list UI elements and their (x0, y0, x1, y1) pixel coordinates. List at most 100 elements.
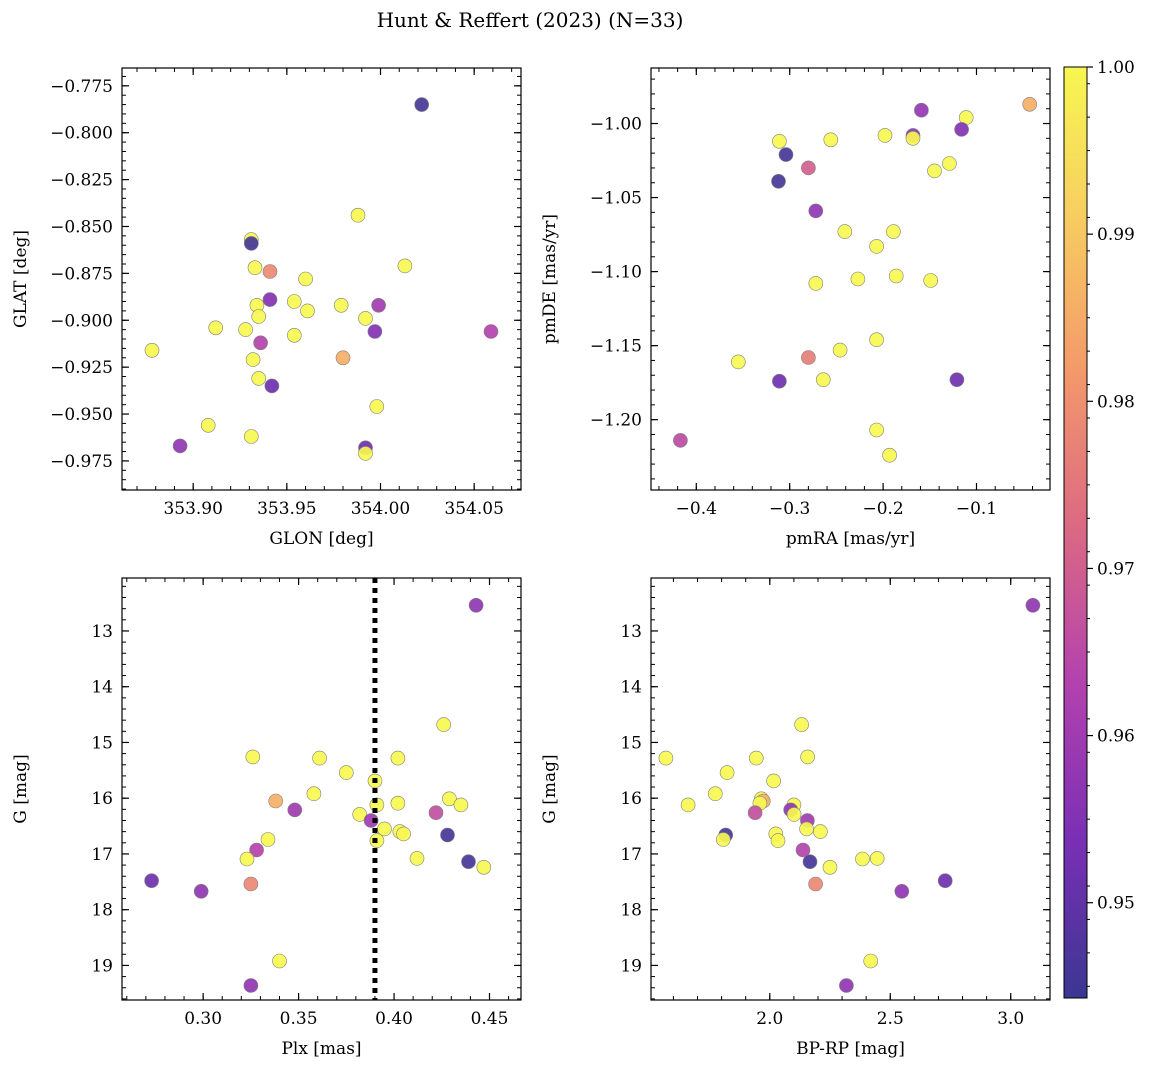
data-point (272, 953, 287, 969)
plot-frame (121, 577, 522, 1001)
x-tick-label: 0.45 (471, 1009, 509, 1029)
x-axis-label: pmRA [mas/yr] (786, 529, 915, 549)
data-point (397, 258, 413, 274)
data-point (262, 264, 278, 279)
data-point (436, 717, 452, 732)
data-point (264, 378, 280, 394)
data-point (363, 813, 379, 828)
data-point (886, 224, 901, 239)
data-point (358, 311, 373, 326)
x-axis-label: Plx [mas] (281, 1039, 361, 1059)
data-point (800, 749, 815, 765)
data-point (396, 826, 411, 842)
colorbar-tick-label: 0.98 (1097, 392, 1135, 412)
data-point (801, 350, 816, 365)
data-point (352, 807, 368, 822)
data-point (795, 842, 811, 858)
data-point (877, 128, 893, 143)
data-point (335, 350, 351, 366)
x-axis-label: BP-RP [mag] (796, 1039, 905, 1059)
data-point (428, 805, 444, 821)
data-point (869, 239, 884, 254)
data-point (358, 446, 373, 461)
data-point (245, 352, 261, 367)
x-tick-label: 353.90 (163, 499, 222, 519)
y-tick-label: −0.800 (50, 124, 113, 144)
data-point (249, 842, 264, 858)
x-tick-label: −0.3 (769, 499, 810, 519)
data-point (409, 851, 425, 866)
y-tick-label: −0.975 (50, 452, 113, 472)
data-point (786, 807, 802, 822)
y-tick-label: −1.20 (590, 411, 642, 431)
colorbar: 0.95 0.96 0.97 0.98 0.99 1.00 (1063, 58, 1135, 999)
data-point (813, 824, 828, 839)
colorbar-tick-label: 0.99 (1097, 225, 1135, 245)
data-point (954, 122, 969, 137)
data-point (442, 791, 457, 807)
y-tick-label: −1.00 (590, 115, 642, 135)
data-point (905, 131, 921, 146)
data-point (390, 750, 406, 766)
data-point (808, 876, 823, 892)
data-point (1025, 597, 1041, 613)
data-point (172, 438, 188, 454)
x-tick-label: 0.35 (280, 1009, 318, 1029)
y-tick-label: 18 (91, 901, 113, 921)
data-point (869, 332, 884, 348)
data-point (794, 717, 809, 732)
y-tick-label: 15 (620, 733, 642, 753)
y-tick-label: 17 (91, 845, 113, 865)
points (658, 597, 1041, 993)
data-point (772, 373, 787, 389)
data-point (440, 827, 455, 843)
y-tick-label: −0.850 (50, 217, 113, 237)
data-point (801, 160, 816, 176)
y-tick-label: 19 (91, 956, 113, 976)
data-point (208, 320, 223, 336)
y-tick-label: 19 (620, 956, 642, 976)
data-point (837, 224, 853, 239)
data-point (251, 309, 267, 324)
y-axis-label: GLAT [deg] (11, 230, 31, 328)
data-point (888, 268, 904, 284)
y-tick-label: −0.925 (50, 358, 113, 378)
data-point (869, 851, 885, 866)
x-tick-label: 2.0 (756, 1009, 783, 1029)
plot-frame (650, 67, 1051, 491)
data-point (942, 156, 957, 171)
data-point (243, 978, 259, 993)
panel-bprp-g: 2.0 2.5 3.0 13 14 15 16 17 18 19 BP-RP [mag] G [mag… (540, 577, 1051, 1059)
data-point (262, 292, 278, 307)
plot-frame (650, 577, 1051, 1001)
data-point (390, 795, 406, 811)
data-point (245, 749, 261, 765)
data-point (260, 832, 276, 847)
data-point (850, 271, 866, 287)
data-point (799, 821, 814, 837)
data-point (268, 793, 284, 809)
figure-title: Hunt & Reffert (2023) (N=33) (377, 8, 684, 32)
data-point (707, 786, 723, 802)
y-tick-label: 14 (620, 678, 642, 698)
data-point (863, 953, 879, 969)
panel-pmra-pmde: −0.4 −0.3 −0.2 −0.1 −1.00 −1.05 −1.10 −1.15 −1.2… (540, 67, 1051, 549)
data-point (468, 597, 484, 613)
y-tick-label: 13 (91, 622, 113, 642)
y-tick-label: 15 (91, 733, 113, 753)
data-point (244, 429, 259, 444)
data-point (476, 859, 492, 875)
data-point (453, 797, 469, 813)
data-point (377, 821, 392, 837)
data-point (766, 773, 781, 789)
x-tick-label: 354.05 (444, 499, 503, 519)
data-point (747, 805, 763, 821)
data-point (808, 276, 824, 291)
data-point (658, 750, 674, 766)
y-tick-label: −1.15 (590, 337, 642, 357)
data-point (680, 797, 696, 813)
data-point (144, 342, 160, 358)
plot-frame (121, 67, 522, 491)
data-point (673, 433, 688, 448)
